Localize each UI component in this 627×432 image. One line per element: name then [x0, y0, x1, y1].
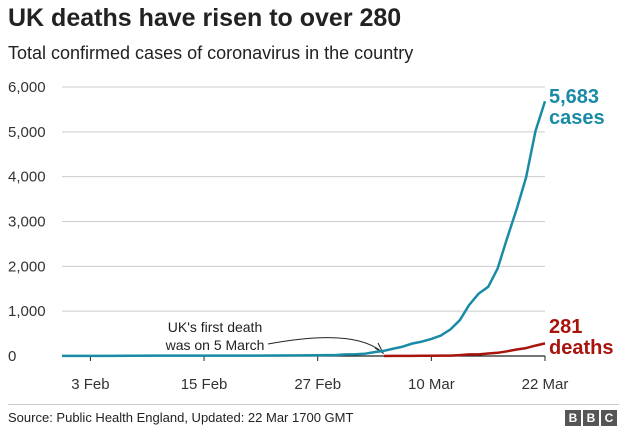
annotation-arrowhead	[374, 342, 385, 355]
bbc-logo-letter: B	[565, 410, 581, 426]
cases-series-line	[62, 100, 547, 358]
annotation-arrow-line	[267, 337, 383, 353]
chart-subtitle: Total confirmed cases of coronavirus in …	[8, 43, 414, 63]
deaths-series-line	[383, 342, 546, 358]
y-tick-label: 1,000	[8, 303, 46, 320]
y-tick-label: 6,000	[8, 79, 46, 96]
x-tick-label: 27 Feb	[294, 376, 341, 393]
gridlines	[62, 86, 545, 357]
x-axis-tick-labels: 3 Feb 15 Feb 27 Feb 10 Mar 22 Mar	[71, 356, 568, 393]
cases-end-value-label: 5,683	[549, 86, 599, 108]
deaths-end-value-label: 281	[549, 316, 582, 338]
y-tick-label: 3,000	[8, 214, 46, 231]
y-tick-label: 5,000	[8, 124, 46, 141]
line-chart: 0 1,000 2,000 3,000 4,000 5,000 6,000 3 Feb 15 …	[8, 79, 613, 393]
footer-divider	[8, 404, 619, 405]
bbc-logo-letter: C	[601, 410, 617, 426]
chart-title: UK deaths have risen to over 280	[8, 4, 402, 32]
bbc-logo-letter: B	[583, 410, 599, 426]
deaths-end-name-label: deaths	[549, 337, 613, 359]
annotation-text: UK's first death	[168, 319, 263, 335]
x-tick-label: 22 Mar	[522, 376, 569, 393]
y-tick-label: 2,000	[8, 258, 46, 275]
annotation-text: was on 5 March	[165, 337, 265, 353]
y-tick-label: 0	[8, 348, 16, 365]
x-tick-label: 15 Feb	[181, 376, 228, 393]
cases-end-name-label: cases	[549, 107, 605, 129]
first-death-annotation: UK's first death was on 5 March	[165, 319, 385, 355]
x-tick-label: 10 Mar	[408, 376, 455, 393]
series-lines	[62, 100, 547, 358]
y-tick-label: 4,000	[8, 169, 46, 186]
bbc-logo: B B C	[565, 410, 617, 426]
y-axis-tick-labels: 0 1,000 2,000 3,000 4,000 5,000 6,000	[8, 79, 46, 365]
x-tick-label: 3 Feb	[71, 376, 109, 393]
source-note: Source: Public Health England, Updated: …	[8, 410, 354, 425]
